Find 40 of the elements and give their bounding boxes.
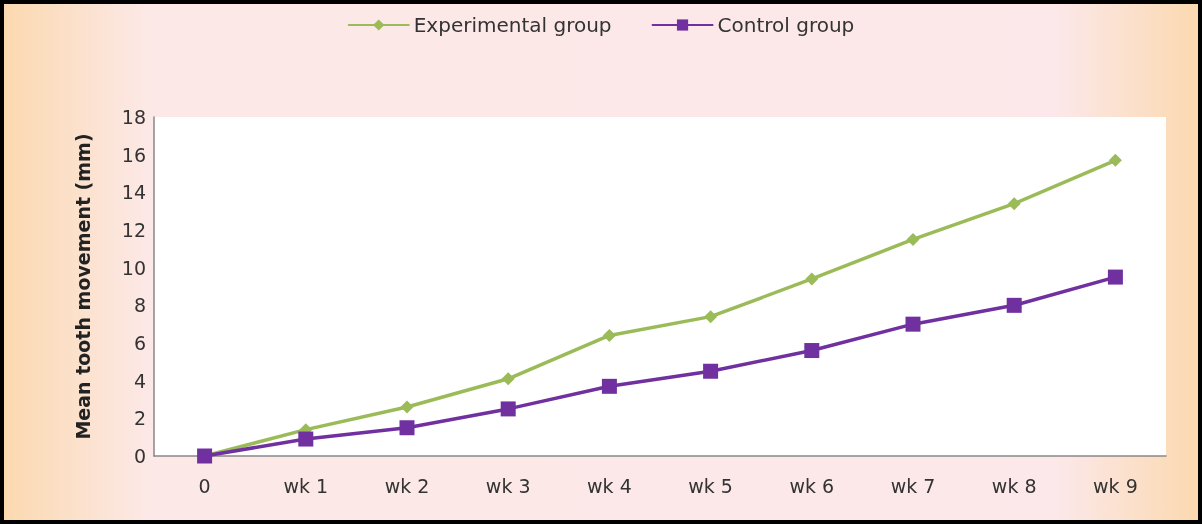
x-tick-label: wk 1 — [283, 474, 329, 497]
point — [906, 232, 920, 246]
point — [500, 401, 516, 417]
point — [601, 378, 617, 394]
x-tick-label: wk 8 — [991, 474, 1037, 497]
point — [805, 272, 819, 286]
point — [1107, 269, 1123, 285]
point — [1007, 197, 1021, 211]
x-tick-label: wk 6 — [789, 474, 835, 497]
y-tick-label: 8 — [133, 294, 146, 317]
point — [1006, 297, 1022, 313]
x-tick-label: wk 3 — [485, 474, 531, 497]
legend-label: Experimental group — [413, 13, 612, 37]
point — [1108, 153, 1122, 167]
x-tick-label: wk 7 — [890, 474, 936, 497]
point — [905, 316, 921, 332]
y-tick-label: 12 — [121, 219, 146, 241]
x-tick-label: wk 2 — [384, 474, 430, 497]
y-tick-label: 4 — [133, 369, 146, 392]
x-tick-label: wk 4 — [587, 474, 632, 497]
y-tick-label: 14 — [121, 181, 146, 204]
legend-label: Control group — [717, 13, 855, 37]
y-tick-label: 18 — [121, 106, 146, 128]
y-tick-label: 10 — [121, 256, 146, 279]
point — [501, 372, 515, 386]
x-tick-label: wk 9 — [1093, 474, 1138, 497]
y-tick-label: 16 — [121, 143, 146, 166]
x-tick-label: wk 5 — [688, 474, 733, 497]
point — [399, 420, 415, 436]
y-tick-label: 0 — [133, 445, 146, 467]
x-tick-label: 0 — [198, 474, 211, 497]
point — [804, 343, 820, 359]
y-tick-label: 6 — [133, 332, 146, 354]
y-axis-title: Mean tooth movement (mm) — [71, 133, 94, 440]
point — [703, 363, 719, 379]
y-tick-label: 2 — [133, 407, 146, 430]
point — [298, 431, 314, 447]
point — [400, 400, 414, 414]
point — [602, 328, 616, 342]
point — [704, 310, 718, 324]
